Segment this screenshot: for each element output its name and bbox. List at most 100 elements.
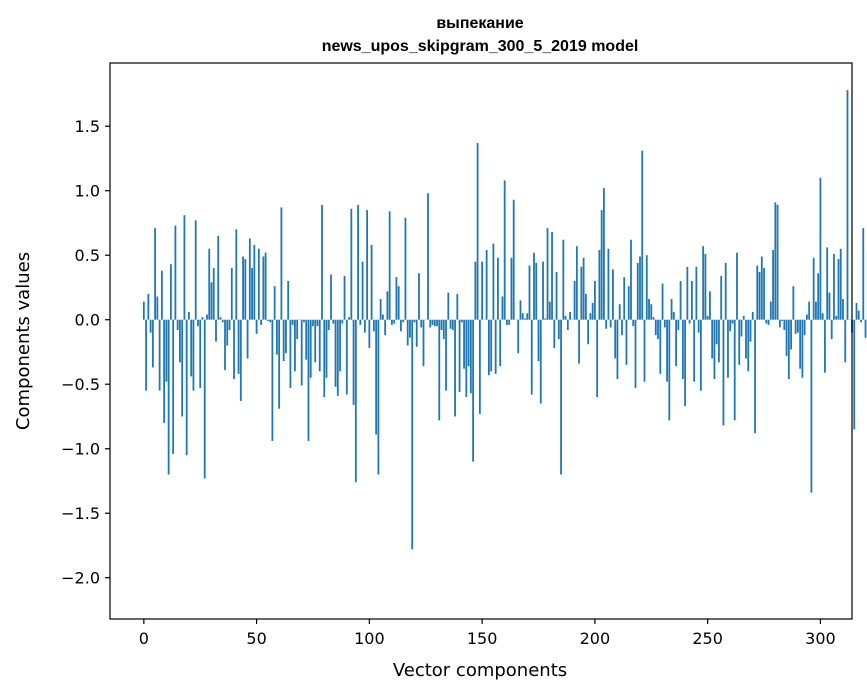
- bar: [458, 319, 461, 392]
- bar: [614, 319, 617, 359]
- bar: [824, 319, 826, 373]
- bar: [309, 319, 312, 378]
- bar: [415, 319, 418, 347]
- y-tick-label: 0.5: [75, 246, 100, 265]
- bar: [303, 319, 305, 323]
- bar: [185, 319, 188, 456]
- chart-title-line-1: выпекание: [436, 15, 523, 32]
- bar: [704, 253, 707, 320]
- x-tick-label: 300: [805, 629, 836, 648]
- bar: [497, 257, 499, 320]
- bar: [386, 291, 389, 320]
- bar: [318, 319, 321, 372]
- bar: [794, 319, 797, 334]
- bar: [228, 319, 231, 331]
- bar: [167, 319, 170, 475]
- bar: [221, 319, 224, 323]
- bar: [282, 319, 285, 361]
- bar: [672, 311, 675, 320]
- y-axis-ticks: −2.0 −1.5 −1.0 −0.5 0.0 0.5 1.0 1.5: [61, 117, 110, 588]
- bar: [699, 319, 702, 391]
- bar: [246, 319, 249, 359]
- bar: [334, 319, 337, 387]
- bar: [487, 319, 490, 376]
- bar: [445, 319, 447, 391]
- bar: [406, 319, 409, 346]
- bar: [287, 281, 290, 320]
- bar: [188, 311, 190, 320]
- bar: [404, 217, 407, 320]
- bar: [332, 319, 335, 324]
- bar: [706, 315, 709, 320]
- bar: [501, 296, 504, 320]
- bar: [718, 319, 720, 363]
- bar: [533, 252, 535, 320]
- bar: [715, 319, 718, 345]
- bar: [158, 319, 161, 391]
- bar: [582, 257, 585, 320]
- bar: [478, 319, 481, 414]
- bar: [436, 319, 438, 327]
- bar: [316, 319, 319, 327]
- bar: [183, 215, 186, 320]
- x-tick-label: 200: [580, 629, 611, 648]
- bar: [181, 319, 184, 417]
- bar: [323, 319, 326, 398]
- bar: [508, 319, 511, 325]
- bar: [510, 257, 513, 320]
- bar: [815, 301, 817, 320]
- bar: [384, 319, 387, 336]
- bar: [733, 319, 736, 421]
- bar: [609, 319, 612, 328]
- bar: [336, 319, 339, 396]
- bar: [490, 319, 493, 372]
- bar: [837, 259, 840, 320]
- bar: [607, 248, 610, 320]
- bar: [327, 319, 330, 331]
- bar: [747, 319, 750, 372]
- bar: [194, 220, 197, 320]
- bar: [643, 319, 646, 382]
- bar: [409, 319, 411, 338]
- bar: [713, 319, 716, 380]
- bar: [697, 319, 700, 333]
- bar: [208, 248, 211, 320]
- bar: [494, 319, 497, 374]
- bar: [855, 302, 858, 320]
- bar: [163, 319, 166, 423]
- bar: [839, 248, 842, 320]
- bar: [427, 193, 429, 320]
- bar: [273, 286, 276, 320]
- bar: [828, 292, 831, 320]
- bar: [702, 246, 705, 320]
- bar: [524, 318, 526, 320]
- bar: [535, 262, 538, 320]
- bar: [742, 315, 745, 320]
- bar: [668, 319, 671, 421]
- bar: [727, 319, 729, 378]
- chart-title-line-2: news_upos_skipgram_300_5_2019 model: [322, 38, 639, 55]
- bar: [388, 211, 391, 320]
- bar: [219, 317, 222, 320]
- bar: [659, 319, 662, 374]
- bar: [400, 319, 402, 332]
- bar: [681, 319, 684, 380]
- bar: [745, 319, 747, 359]
- x-axis-ticks: 0 50 100 150 200 250 300: [139, 619, 836, 648]
- bar: [553, 319, 556, 349]
- bar: [740, 319, 743, 337]
- bar: [546, 228, 549, 320]
- bar: [537, 319, 540, 361]
- bar: [476, 142, 479, 320]
- bar: [381, 314, 384, 320]
- bar: [853, 319, 856, 430]
- bar: [465, 319, 468, 398]
- bar: [641, 150, 644, 320]
- bar: [255, 319, 258, 334]
- bar: [348, 317, 350, 320]
- bar: [787, 319, 790, 380]
- bar: [754, 319, 756, 434]
- bar: [616, 319, 619, 380]
- bar: [370, 244, 373, 320]
- bar: [230, 268, 233, 320]
